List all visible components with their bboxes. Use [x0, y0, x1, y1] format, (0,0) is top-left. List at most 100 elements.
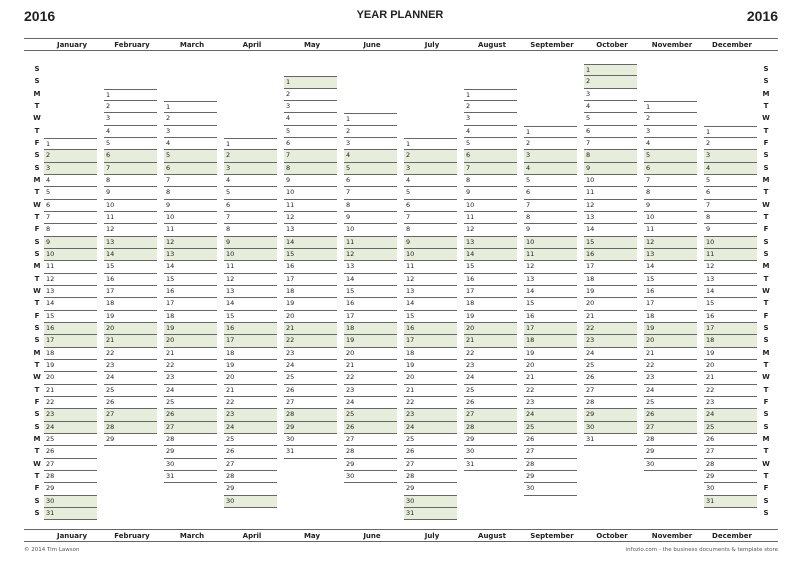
day-cell[interactable]: 24	[524, 409, 577, 422]
day-cell[interactable]: 3	[464, 113, 517, 126]
day-cell[interactable]: 21	[44, 385, 97, 397]
day-cell[interactable]: 11	[284, 200, 337, 212]
day-cell[interactable]: 26	[404, 446, 457, 459]
day-cell[interactable]: 14	[344, 274, 397, 286]
day-cell[interactable]: 8	[224, 224, 277, 237]
day-cell[interactable]: 19	[404, 360, 457, 373]
day-cell[interactable]: 29	[44, 483, 97, 496]
day-cell[interactable]: 16	[284, 261, 337, 274]
day-cell[interactable]: 11	[104, 212, 157, 225]
day-cell[interactable]: 26	[704, 434, 757, 447]
day-cell[interactable]: 13	[284, 224, 337, 237]
day-cell[interactable]: 7	[164, 175, 217, 188]
day-cell[interactable]: 5	[704, 175, 757, 188]
day-cell[interactable]: 19	[344, 335, 397, 348]
day-cell[interactable]: 15	[344, 286, 397, 299]
day-cell[interactable]: 5	[524, 175, 577, 188]
day-cell[interactable]: 14	[224, 298, 277, 311]
day-cell[interactable]: 22	[464, 348, 517, 360]
day-cell[interactable]: 22	[584, 322, 637, 336]
day-cell[interactable]: 28	[584, 397, 637, 410]
day-cell[interactable]: 18	[584, 274, 637, 286]
day-cell[interactable]: 12	[464, 224, 517, 237]
day-cell[interactable]: 5	[644, 150, 697, 163]
day-cell[interactable]: 12	[104, 224, 157, 237]
day-cell[interactable]: 1	[104, 88, 157, 101]
day-cell[interactable]: 15	[224, 311, 277, 323]
day-cell[interactable]: 19	[704, 348, 757, 360]
day-cell[interactable]: 5	[584, 113, 637, 126]
day-cell[interactable]: 25	[284, 372, 337, 385]
day-cell[interactable]: 17	[464, 286, 517, 299]
day-cell[interactable]: 14	[704, 286, 757, 299]
day-cell[interactable]: 14	[524, 286, 577, 299]
day-cell[interactable]: 5	[404, 187, 457, 200]
day-cell[interactable]: 13	[104, 236, 157, 249]
day-cell[interactable]: 25	[584, 360, 637, 373]
day-cell[interactable]: 30	[644, 459, 697, 471]
day-cell[interactable]: 13	[644, 248, 697, 262]
day-cell[interactable]: 30	[164, 459, 217, 471]
day-cell[interactable]: 17	[284, 274, 337, 286]
day-cell[interactable]: 31	[584, 434, 637, 447]
day-cell[interactable]: 11	[404, 261, 457, 274]
day-cell[interactable]: 15	[404, 311, 457, 323]
day-cell[interactable]: 2	[404, 150, 457, 163]
day-cell[interactable]: 30	[464, 446, 517, 459]
day-cell[interactable]: 29	[224, 483, 277, 496]
day-cell[interactable]: 15	[584, 236, 637, 249]
day-cell[interactable]: 3	[524, 150, 577, 163]
day-cell[interactable]: 14	[404, 298, 457, 311]
day-cell[interactable]: 1	[584, 64, 637, 77]
day-cell[interactable]: 30	[284, 434, 337, 447]
day-cell[interactable]: 29	[524, 471, 577, 484]
day-cell[interactable]: 26	[224, 446, 277, 459]
day-cell[interactable]: 3	[404, 162, 457, 175]
day-cell[interactable]: 6	[164, 162, 217, 175]
day-cell[interactable]: 6	[224, 200, 277, 212]
day-cell[interactable]: 26	[44, 446, 97, 459]
day-cell[interactable]: 10	[224, 248, 277, 262]
day-cell[interactable]: 5	[164, 150, 217, 163]
day-cell[interactable]: 1	[164, 100, 217, 114]
day-cell[interactable]: 7	[704, 200, 757, 212]
day-cell[interactable]: 19	[284, 298, 337, 311]
day-cell[interactable]: 29	[404, 483, 457, 496]
day-cell[interactable]: 8	[524, 212, 577, 225]
day-cell[interactable]: 1	[524, 125, 577, 138]
day-cell[interactable]: 28	[344, 446, 397, 459]
day-cell[interactable]: 7	[524, 200, 577, 212]
day-cell[interactable]: 25	[404, 434, 457, 447]
day-cell[interactable]: 18	[224, 348, 277, 360]
day-cell[interactable]: 9	[584, 162, 637, 175]
day-cell[interactable]: 18	[404, 348, 457, 360]
day-cell[interactable]: 2	[164, 113, 217, 126]
day-cell[interactable]: 16	[584, 248, 637, 262]
day-cell[interactable]: 10	[284, 187, 337, 200]
day-cell[interactable]: 23	[464, 360, 517, 373]
day-cell[interactable]: 6	[464, 150, 517, 163]
day-cell[interactable]: 9	[524, 224, 577, 237]
day-cell[interactable]: 3	[584, 89, 637, 101]
day-cell[interactable]: 31	[284, 446, 337, 459]
day-cell[interactable]: 20	[44, 372, 97, 385]
day-cell[interactable]: 5	[284, 126, 337, 138]
day-cell[interactable]: 16	[344, 298, 397, 311]
day-cell[interactable]: 28	[704, 459, 757, 471]
day-cell[interactable]: 19	[164, 322, 217, 336]
day-cell[interactable]: 22	[344, 372, 397, 385]
day-cell[interactable]: 18	[284, 286, 337, 299]
day-cell[interactable]: 3	[344, 138, 397, 151]
day-cell[interactable]: 8	[44, 224, 97, 237]
day-cell[interactable]: 14	[584, 224, 637, 237]
day-cell[interactable]: 22	[404, 397, 457, 410]
day-cell[interactable]: 27	[44, 459, 97, 471]
day-cell[interactable]: 26	[164, 409, 217, 422]
day-cell[interactable]: 8	[584, 150, 637, 163]
day-cell[interactable]: 23	[644, 372, 697, 385]
day-cell[interactable]: 3	[164, 126, 217, 138]
day-cell[interactable]: 27	[644, 421, 697, 434]
day-cell[interactable]: 9	[404, 236, 457, 249]
day-cell[interactable]: 20	[464, 322, 517, 336]
day-cell[interactable]: 13	[224, 286, 277, 299]
